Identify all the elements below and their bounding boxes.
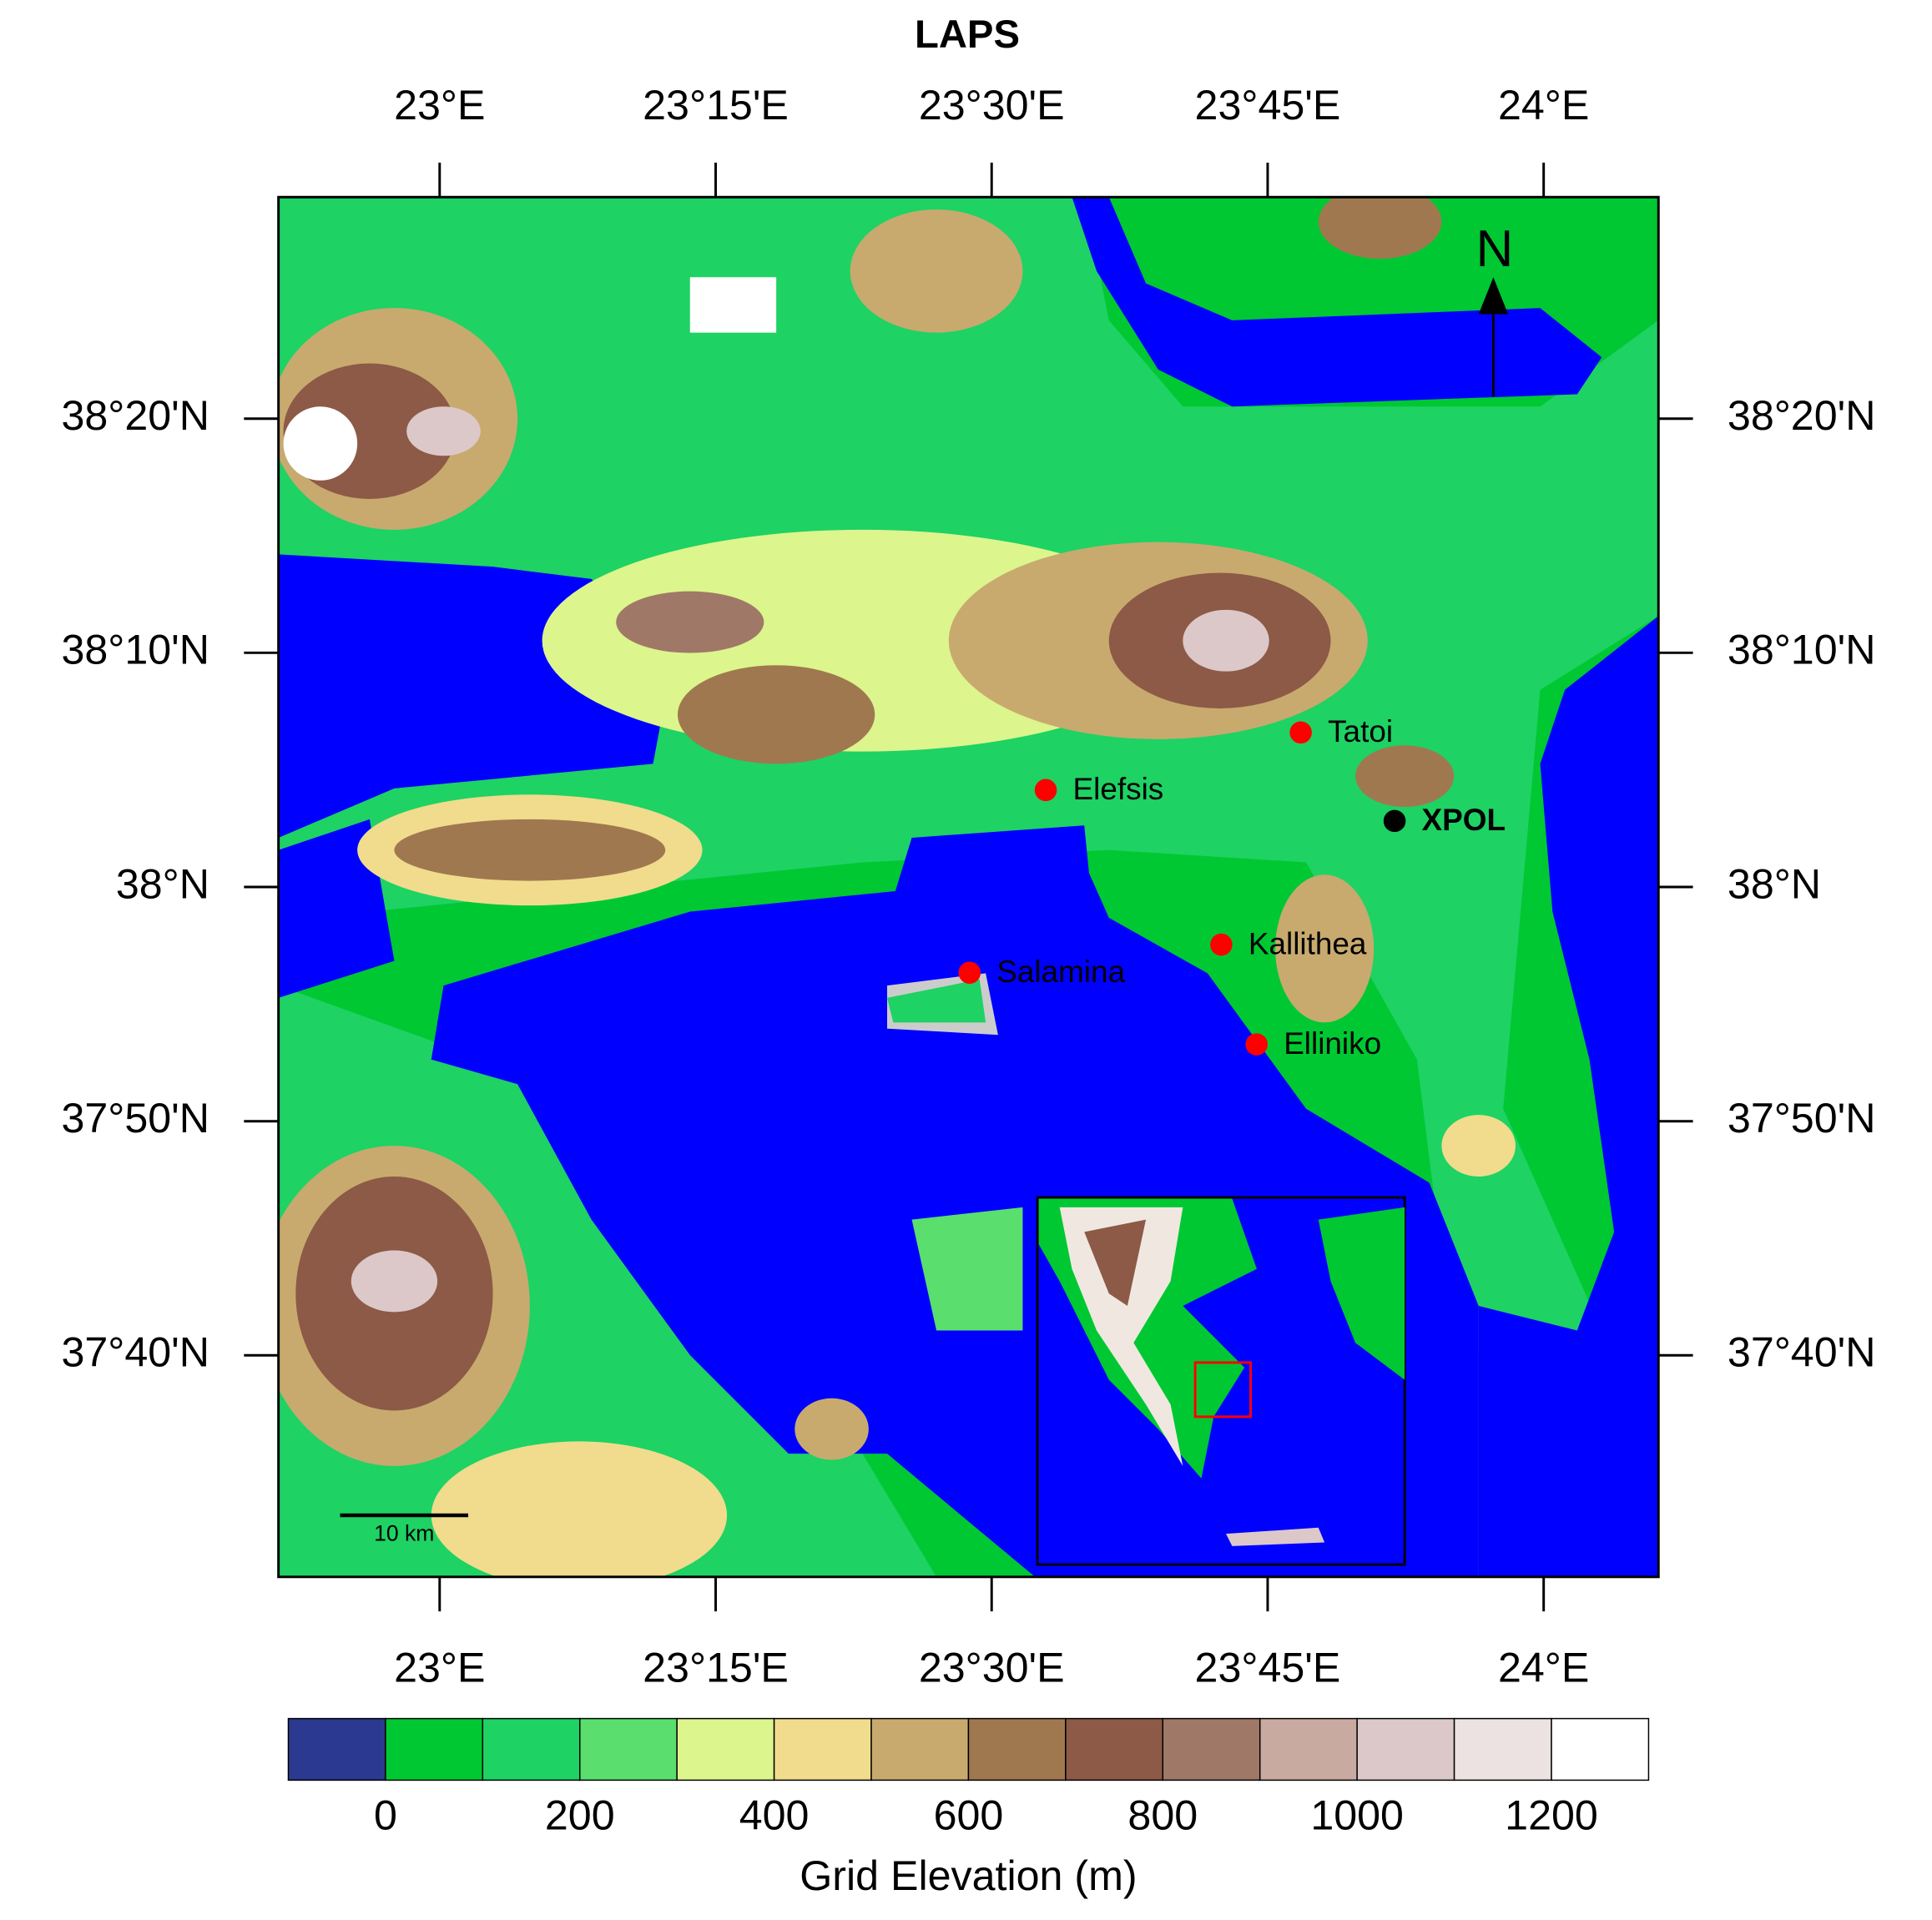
station-marker: [958, 961, 981, 985]
station-label: Elliniko: [1284, 1026, 1381, 1061]
colorbar-tick-label: 400: [739, 1791, 810, 1838]
x-tick-label: 23°15'E: [643, 1644, 789, 1691]
x-tick-label: 23°30'E: [919, 82, 1065, 129]
station-label: Elefsis: [1073, 772, 1164, 806]
y-tick-label: 37°40'N: [1728, 1329, 1876, 1376]
north-arrow: N: [1475, 220, 1513, 397]
station-label: Kallithea: [1248, 926, 1367, 960]
colorbar-box: [1551, 1717, 1650, 1781]
colorbar-box: [967, 1717, 1067, 1781]
colorbar-box: [1356, 1717, 1455, 1781]
colorbar-box: [676, 1717, 775, 1781]
x-tick-label: 23°E: [394, 82, 485, 129]
y-tick-label: 38°10'N: [61, 627, 209, 673]
colorbar-box: [1453, 1717, 1552, 1781]
station-marker: [1383, 809, 1406, 833]
station-marker: [1210, 933, 1233, 956]
x-tick-label: 24°E: [1498, 1644, 1589, 1691]
scale-bar: 10 km: [340, 1513, 469, 1546]
x-tick-label: 23°15'E: [643, 82, 789, 129]
x-tick-label: 24°E: [1498, 82, 1589, 129]
terrain: [278, 197, 1659, 1577]
station-label: Tatoi: [1328, 714, 1393, 748]
colorbar-box: [870, 1717, 970, 1781]
x-tick-label: 23°45'E: [1195, 82, 1341, 129]
y-tick-label: 38°N: [116, 860, 209, 907]
colorbar-tick-label: 800: [1127, 1791, 1198, 1838]
inset-map: [1036, 1196, 1406, 1566]
scale-label: 10 km: [374, 1521, 434, 1546]
y-tick-label: 37°50'N: [61, 1095, 209, 1141]
north-label: N: [1475, 220, 1513, 278]
colorbar-tick-label: 600: [934, 1791, 1004, 1838]
colorbar-box: [385, 1717, 484, 1781]
station-label: XPOL: [1422, 803, 1506, 837]
station-label: Salamina: [996, 955, 1125, 989]
y-tick-label: 38°20'N: [1728, 392, 1876, 439]
y-tick-label: 37°50'N: [1728, 1095, 1876, 1141]
colorbar-box: [579, 1717, 678, 1781]
y-tick-label: 38°N: [1728, 860, 1821, 907]
colorbar-box: [1065, 1717, 1164, 1781]
colorbar-box: [1162, 1717, 1261, 1781]
colorbar-title: Grid Elevation (m): [800, 1852, 1137, 1899]
colorbar-tick-label: 1000: [1310, 1791, 1404, 1838]
title: LAPS: [915, 13, 1020, 57]
colorbar-tick-label: 0: [374, 1791, 397, 1838]
station-marker: [1245, 1033, 1269, 1056]
colorbar-tick-label: 1200: [1505, 1791, 1598, 1838]
colorbar-tick-label: 200: [545, 1791, 615, 1838]
x-tick-label: 23°30'E: [919, 1644, 1065, 1691]
y-tick-label: 38°10'N: [1728, 627, 1876, 673]
colorbar-box: [773, 1717, 872, 1781]
x-tick-label: 23°E: [394, 1644, 485, 1691]
colorbar-box: [287, 1717, 386, 1781]
colorbar-box: [1259, 1717, 1358, 1781]
station-marker: [1034, 779, 1057, 802]
station-marker: [1289, 721, 1312, 744]
y-tick-label: 38°20'N: [61, 392, 209, 439]
y-tick-label: 37°40'N: [61, 1329, 209, 1376]
colorbar-box: [482, 1717, 581, 1781]
x-tick-label: 23°45'E: [1195, 1644, 1341, 1691]
